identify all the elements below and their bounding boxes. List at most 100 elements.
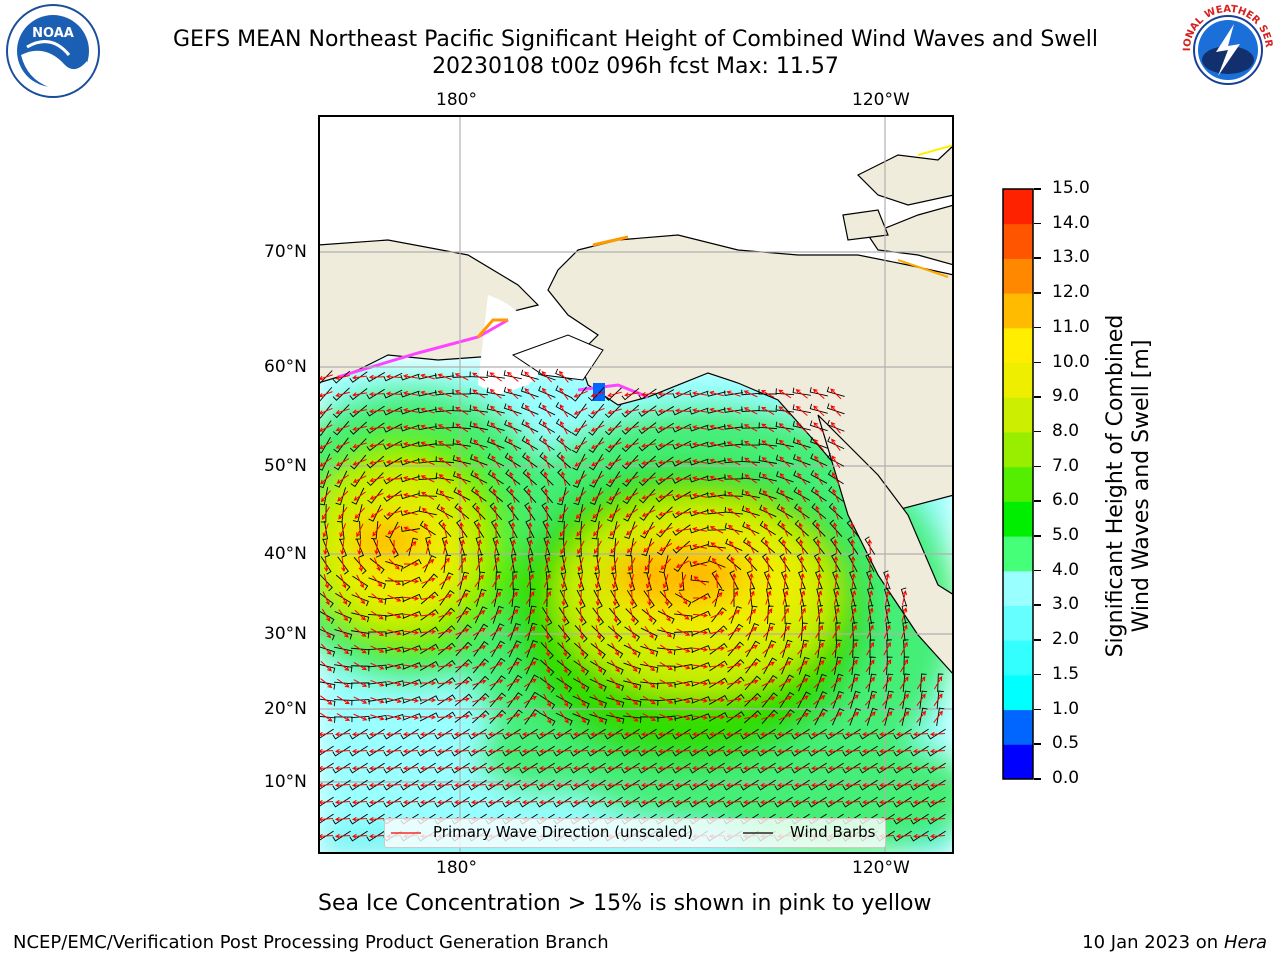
wave-direction-arrow (708, 782, 725, 788)
wave-direction-arrow (543, 471, 550, 486)
wind-barb (519, 762, 538, 774)
wind-barb (592, 607, 605, 626)
wind-barb (775, 404, 794, 413)
wind-barb (936, 707, 945, 726)
wind-barb (792, 454, 811, 466)
wind-barb (400, 407, 420, 415)
wind-barb (886, 656, 893, 676)
wave-direction-arrow (421, 594, 436, 600)
wave-direction-arrow (796, 422, 808, 434)
wind-barb (366, 439, 385, 452)
wind-barb (594, 572, 602, 592)
wave-direction-arrow (692, 543, 707, 549)
wind-barb (383, 745, 402, 757)
wind-barb (901, 707, 911, 726)
wind-barb (332, 830, 351, 842)
wave-direction-arrow (865, 676, 875, 689)
wave-direction-arrow (470, 782, 487, 788)
wind-barb (318, 403, 332, 419)
wave-direction-arrow (352, 475, 367, 483)
wave-direction-arrow (744, 474, 758, 484)
wind-barb (489, 502, 503, 521)
wave-direction-arrow (472, 696, 487, 703)
wave-direction-arrow (437, 390, 452, 398)
colorbar-tick-label: 6.0 (1052, 490, 1080, 511)
wind-barb (876, 779, 895, 791)
wave-direction-arrow (674, 459, 691, 465)
wave-direction-arrow (725, 799, 742, 805)
wave-direction-arrow (882, 676, 892, 689)
wave-direction-arrow (627, 643, 637, 656)
wind-barb (351, 612, 370, 623)
wind-barb (489, 709, 507, 724)
wind-barb (319, 574, 333, 592)
wave-direction-arrow (490, 438, 501, 451)
wave-direction-arrow (436, 731, 453, 737)
wind-barb (910, 762, 929, 774)
wave-direction-arrow (799, 555, 805, 572)
wind-barb (724, 424, 743, 430)
colorbar-tick-label: 9.0 (1052, 386, 1080, 407)
wind-barb (591, 521, 600, 540)
wind-barb (402, 610, 422, 619)
wind-barb (728, 623, 744, 640)
wind-barb (491, 623, 505, 641)
wind-barb (689, 779, 708, 791)
wind-barb (767, 605, 774, 625)
wind-barb (784, 605, 790, 625)
wind-barb (927, 813, 946, 825)
colorbar-segment (1003, 258, 1033, 294)
wave-direction-arrow (708, 748, 725, 754)
wind-barb (452, 422, 472, 430)
wind-barb (436, 504, 454, 518)
wave-direction-arrow (762, 643, 775, 654)
wind-barb (367, 664, 387, 671)
wave-direction-arrow (385, 765, 402, 771)
wave-direction-arrow (591, 491, 604, 502)
wave-direction-arrow (336, 713, 351, 721)
wind-barb (553, 796, 572, 808)
alaska-canada-landmass (547, 234, 954, 516)
wind-barb (486, 370, 505, 379)
lat-10n: 10°N (264, 772, 307, 792)
wave-direction-arrow (594, 574, 600, 589)
wind-barb (529, 588, 536, 608)
wind-barb (492, 605, 504, 624)
wind-barb (437, 642, 456, 656)
wind-barb (746, 640, 761, 657)
wave-direction-arrow (743, 390, 758, 398)
wind-barb (556, 435, 572, 451)
wave-direction-arrow (782, 555, 788, 572)
wave-direction-arrow (403, 425, 418, 430)
wave-direction-arrow (506, 713, 521, 721)
wave-direction-arrow (899, 676, 909, 690)
wind-barb (487, 453, 505, 467)
wind-barb (608, 607, 622, 626)
wave-direction-arrow (674, 425, 691, 431)
colorbar-tick-label: 5.0 (1052, 525, 1080, 546)
wind-barb (817, 605, 824, 624)
wave-direction-arrow (420, 680, 437, 686)
wind-barb (435, 406, 455, 413)
wind-barb (385, 680, 405, 686)
nws-logo: NATIONAL WEATHER SERVICE (1178, 0, 1275, 97)
wave-direction-arrow (798, 539, 804, 554)
wave-direction-arrow (538, 765, 555, 771)
wave-direction-arrow (659, 542, 673, 552)
wind-barb (709, 643, 728, 655)
wave-direction-arrow (475, 505, 482, 520)
wind-barb (706, 391, 726, 397)
wind-barb (418, 458, 437, 464)
wave-direction-arrow (878, 765, 895, 771)
colorbar-tick-label: 4.0 (1052, 559, 1080, 580)
wind-barb (332, 762, 351, 774)
wind-barb (461, 554, 467, 574)
wind-barb (571, 436, 586, 454)
wind-barb (576, 589, 586, 609)
wind-barb (332, 404, 350, 419)
wave-direction-arrow (351, 731, 368, 737)
wave-direction-arrow (830, 694, 843, 706)
wave-direction-arrow (559, 523, 569, 537)
wave-direction-arrow (402, 799, 419, 805)
wind-barb (541, 502, 553, 521)
